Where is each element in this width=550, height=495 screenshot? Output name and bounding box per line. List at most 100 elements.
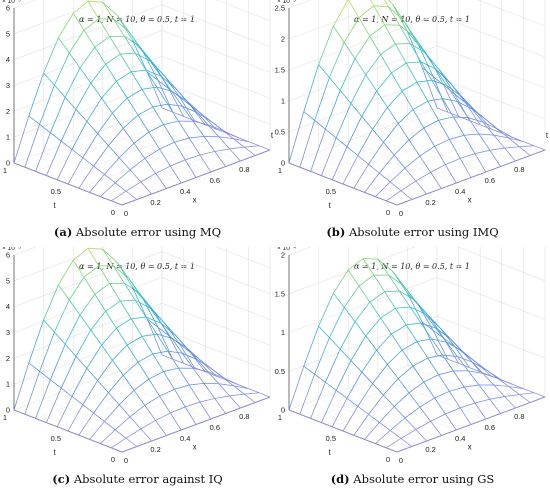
mesh-segment-b-x4-t4 — [401, 91, 414, 110]
mesh-segment-a-x7-t1 — [203, 136, 216, 152]
mesh-segment-b-t1-x3 — [430, 164, 446, 173]
z-tick-b-5: 2.5 — [275, 4, 285, 13]
mesh-segment-a-x9-t2 — [222, 130, 234, 140]
gridline-z-d-2 — [288, 277, 546, 333]
mesh-segment-c-x0-t8 — [24, 413, 36, 419]
mesh-segment-a-t1-x0 — [110, 190, 127, 202]
mesh-segment-c-x2-t2 — [118, 404, 131, 418]
z-tick-c-5: 5 — [6, 276, 10, 285]
mesh-segment-b-t6-x9 — [465, 102, 481, 126]
mesh-segment-d-x4-t4 — [401, 349, 414, 367]
floor-line-x-a-4 — [132, 118, 241, 162]
mesh-segment-c-t0-x0 — [121, 446, 137, 453]
mesh-segment-c-t5-x0 — [67, 404, 84, 432]
mesh-segment-a-t7-x5 — [120, 52, 136, 55]
x-tick-a-1: 0.2 — [150, 198, 160, 207]
mesh-segment-d-x3-t1 — [419, 406, 431, 422]
mesh-segment-a-t6-x7 — [160, 75, 176, 89]
mesh-segment-a-t1-x6 — [199, 151, 215, 156]
floor-line-t-d-5 — [288, 354, 438, 411]
mesh-segment-c-t9-x3 — [68, 277, 85, 301]
mesh-segment-c-x9-t3 — [211, 368, 224, 378]
mesh-segment-a-t5-x0 — [67, 157, 84, 185]
mesh-segment-b-x6-t8 — [388, 6, 400, 26]
mesh-segment-a-t9-x0 — [24, 124, 40, 168]
gridline-z-d-3 — [288, 247, 546, 295]
x-tick-a-3: 0.6 — [210, 176, 220, 185]
mesh-segment-c-x9-t4 — [200, 360, 213, 370]
mesh-segment-a-x4-t3 — [137, 114, 150, 133]
mesh-segment-b-x3-t2 — [408, 139, 421, 157]
mesh-segment-c-t6-x2 — [86, 344, 102, 369]
mesh-segment-c-t1-x0 — [110, 437, 127, 449]
mesh-segment-d-x1-t4 — [357, 406, 369, 415]
mesh-segment-b-x10-t7 — [458, 116, 470, 121]
mesh-segment-d-x4-t9 — [347, 269, 360, 287]
mesh-segment-d-t10-x9 — [421, 322, 438, 356]
mesh-segment-d-x6-t6 — [409, 306, 422, 324]
mesh-segment-a-x1-t5 — [71, 149, 84, 159]
mesh-segment-c-t10-x5 — [87, 247, 103, 250]
mesh-segment-c-t6-x7 — [160, 322, 176, 336]
mesh-segment-c-x3-t7 — [79, 314, 92, 331]
mesh-segment-d-t7-x2 — [350, 335, 367, 361]
mesh-segment-d-t1-x5 — [460, 402, 476, 409]
caption-label-c: (c) — [52, 472, 71, 486]
mesh-segment-c-t10-x2 — [43, 284, 59, 321]
mesh-segment-d-x6-t1 — [463, 386, 476, 404]
mesh-segment-c-x0-t5 — [57, 426, 69, 432]
mesh-segment-a-x9-t4 — [200, 113, 213, 123]
mesh-segment-a-x0-t6 — [46, 175, 58, 181]
mesh-segment-d-x2-t9 — [318, 325, 330, 338]
mesh-segment-a-x6-t7 — [124, 35, 136, 54]
x-tick-c-0: 0 — [124, 456, 128, 465]
mesh-segment-b-x5-t7 — [384, 24, 396, 45]
mesh-segment-b-t1-x5 — [460, 153, 476, 159]
mesh-segment-b-x8-t5 — [450, 83, 462, 97]
mesh-segment-b-x2-t1 — [404, 167, 417, 182]
x-axis-end-label-b: t — [546, 131, 549, 140]
mesh-segment-d-x4-t3 — [412, 365, 425, 383]
mesh-segment-a-x1-t7 — [50, 132, 62, 142]
mesh-segment-a-t4-x5 — [152, 103, 168, 108]
mesh-segment-b-x5-t3 — [427, 100, 439, 121]
mesh-segment-c-t4-x4 — [137, 353, 153, 363]
floor-line-t-a-3 — [57, 124, 206, 181]
mesh-segment-b-x3-t6 — [365, 74, 377, 92]
mesh-segment-b-x4-t0 — [445, 164, 457, 184]
mesh-segment-c-t8-x4 — [94, 283, 110, 295]
mesh-segment-a-t1-x3 — [155, 165, 171, 174]
axes-c — [13, 255, 271, 453]
mesh-segment-c-x3-t5 — [101, 344, 113, 361]
mesh-segment-c-x5-t9 — [87, 247, 100, 266]
mesh-segment-c-t0-x1 — [136, 440, 152, 447]
mesh-segment-d-x1-t1 — [389, 430, 402, 439]
mesh-segment-a-x3-t7 — [79, 67, 92, 84]
mesh-segment-c-x1-t0 — [125, 437, 138, 447]
mesh-segment-a-t1-x9 — [244, 145, 260, 148]
mesh-segment-c-x3-t8 — [68, 299, 81, 316]
mesh-segment-d-x3-t9 — [333, 292, 345, 308]
mesh-segment-a-x1-t9 — [28, 115, 40, 125]
mesh-segment-a-x3-t5 — [101, 97, 113, 114]
mesh-segment-b-x2-t9 — [318, 64, 330, 78]
floor-line-x-c-4 — [132, 365, 241, 409]
mesh-segment-d-t9-x8 — [417, 304, 434, 331]
mesh-segment-c-x4-t1 — [159, 395, 171, 414]
mesh-segment-b-t6-x4 — [391, 62, 407, 74]
mesh-segment-c-t1-x6 — [199, 398, 215, 403]
mesh-segment-c-x1-t9 — [28, 362, 40, 372]
gridline-z-d-0 — [288, 354, 546, 411]
mesh-segment-c-x0-t9 — [13, 409, 25, 415]
x-tick-b-4: 0.8 — [514, 165, 524, 174]
mesh-segment-c-x8-t6 — [164, 323, 176, 336]
mesh-segment-d-t5-x2 — [372, 364, 388, 384]
mesh-segment-a-t9-x3 — [68, 30, 85, 54]
mesh-segment-d-x0-t1 — [375, 443, 387, 449]
mesh-segment-a-x8-t6 — [164, 76, 176, 89]
mesh-segment-c-x2-t8 — [54, 331, 66, 345]
mesh-segment-d-x7-t2 — [467, 370, 480, 386]
mesh-segment-a-x10-t7 — [183, 116, 195, 121]
mesh-segment-c-t4-x0 — [78, 412, 94, 436]
